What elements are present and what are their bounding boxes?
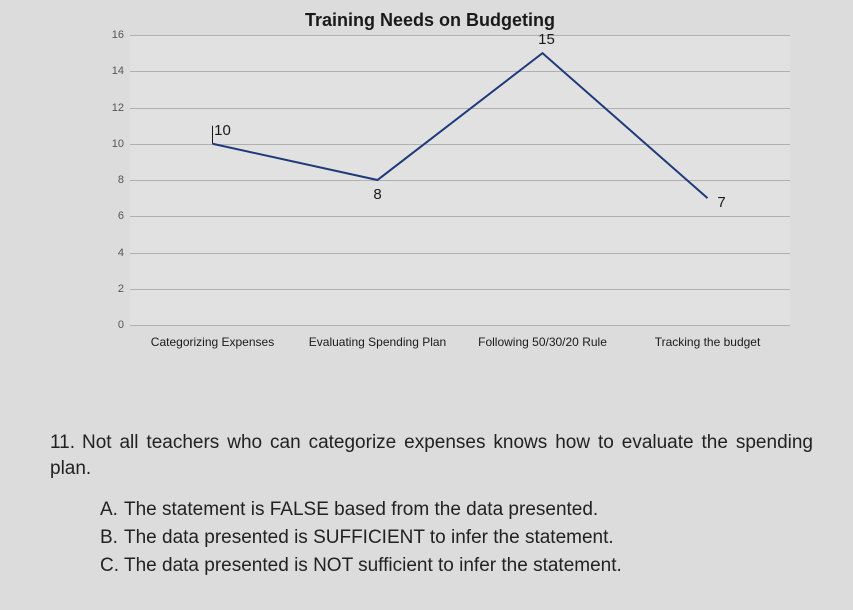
option-c: C.The data presented is NOT sufficient t… <box>100 553 813 579</box>
data-point-label: 7 <box>717 194 725 211</box>
y-axis-label: 0 <box>118 319 124 331</box>
y-axis-label: 14 <box>112 65 124 77</box>
option-text: The data presented is NOT sufficient to … <box>124 555 622 576</box>
chart-container: Training Needs on Budgeting 0 2 4 6 8 10 12 14 1… <box>40 10 820 370</box>
data-point-label: 15 <box>538 31 555 48</box>
y-axis-label: 12 <box>112 102 124 114</box>
option-a: A.The statement is FALSE based from the … <box>100 497 813 523</box>
y-axis-label: 10 <box>112 138 124 150</box>
gridline <box>130 325 790 326</box>
x-axis-label: Following 50/30/20 Rule <box>478 335 607 349</box>
y-axis-label: 8 <box>118 174 124 186</box>
line-chart <box>130 35 790 325</box>
question-text: 11.Not all teachers who can categorize e… <box>50 430 813 481</box>
y-axis-label: 2 <box>118 283 124 295</box>
data-point-label: 10 <box>214 122 231 139</box>
chart-title: Training Needs on Budgeting <box>40 10 820 31</box>
options-list: A.The statement is FALSE based from the … <box>100 497 813 578</box>
y-axis-label: 4 <box>118 247 124 259</box>
option-letter: B. <box>100 525 124 551</box>
x-axis-label: Tracking the budget <box>655 335 761 349</box>
x-axis-label: Categorizing Expenses <box>151 335 274 349</box>
question-number: 11. <box>50 430 82 456</box>
option-text: The data presented is SUFFICIENT to infe… <box>124 527 614 548</box>
y-axis-label: 16 <box>112 29 124 41</box>
data-point-label: 8 <box>373 186 381 203</box>
x-axis-label: Evaluating Spending Plan <box>309 335 446 349</box>
option-letter: C. <box>100 553 124 579</box>
option-text: The statement is FALSE based from the da… <box>124 499 598 520</box>
option-letter: A. <box>100 497 124 523</box>
option-b: B.The data presented is SUFFICIENT to in… <box>100 525 813 551</box>
plot-area: 0246810121416108157Categorizing Expenses… <box>130 35 790 325</box>
question-body: Not all teachers who can categorize expe… <box>50 432 813 479</box>
y-axis-label: 6 <box>118 210 124 222</box>
question-block: 11.Not all teachers who can categorize e… <box>50 430 813 580</box>
